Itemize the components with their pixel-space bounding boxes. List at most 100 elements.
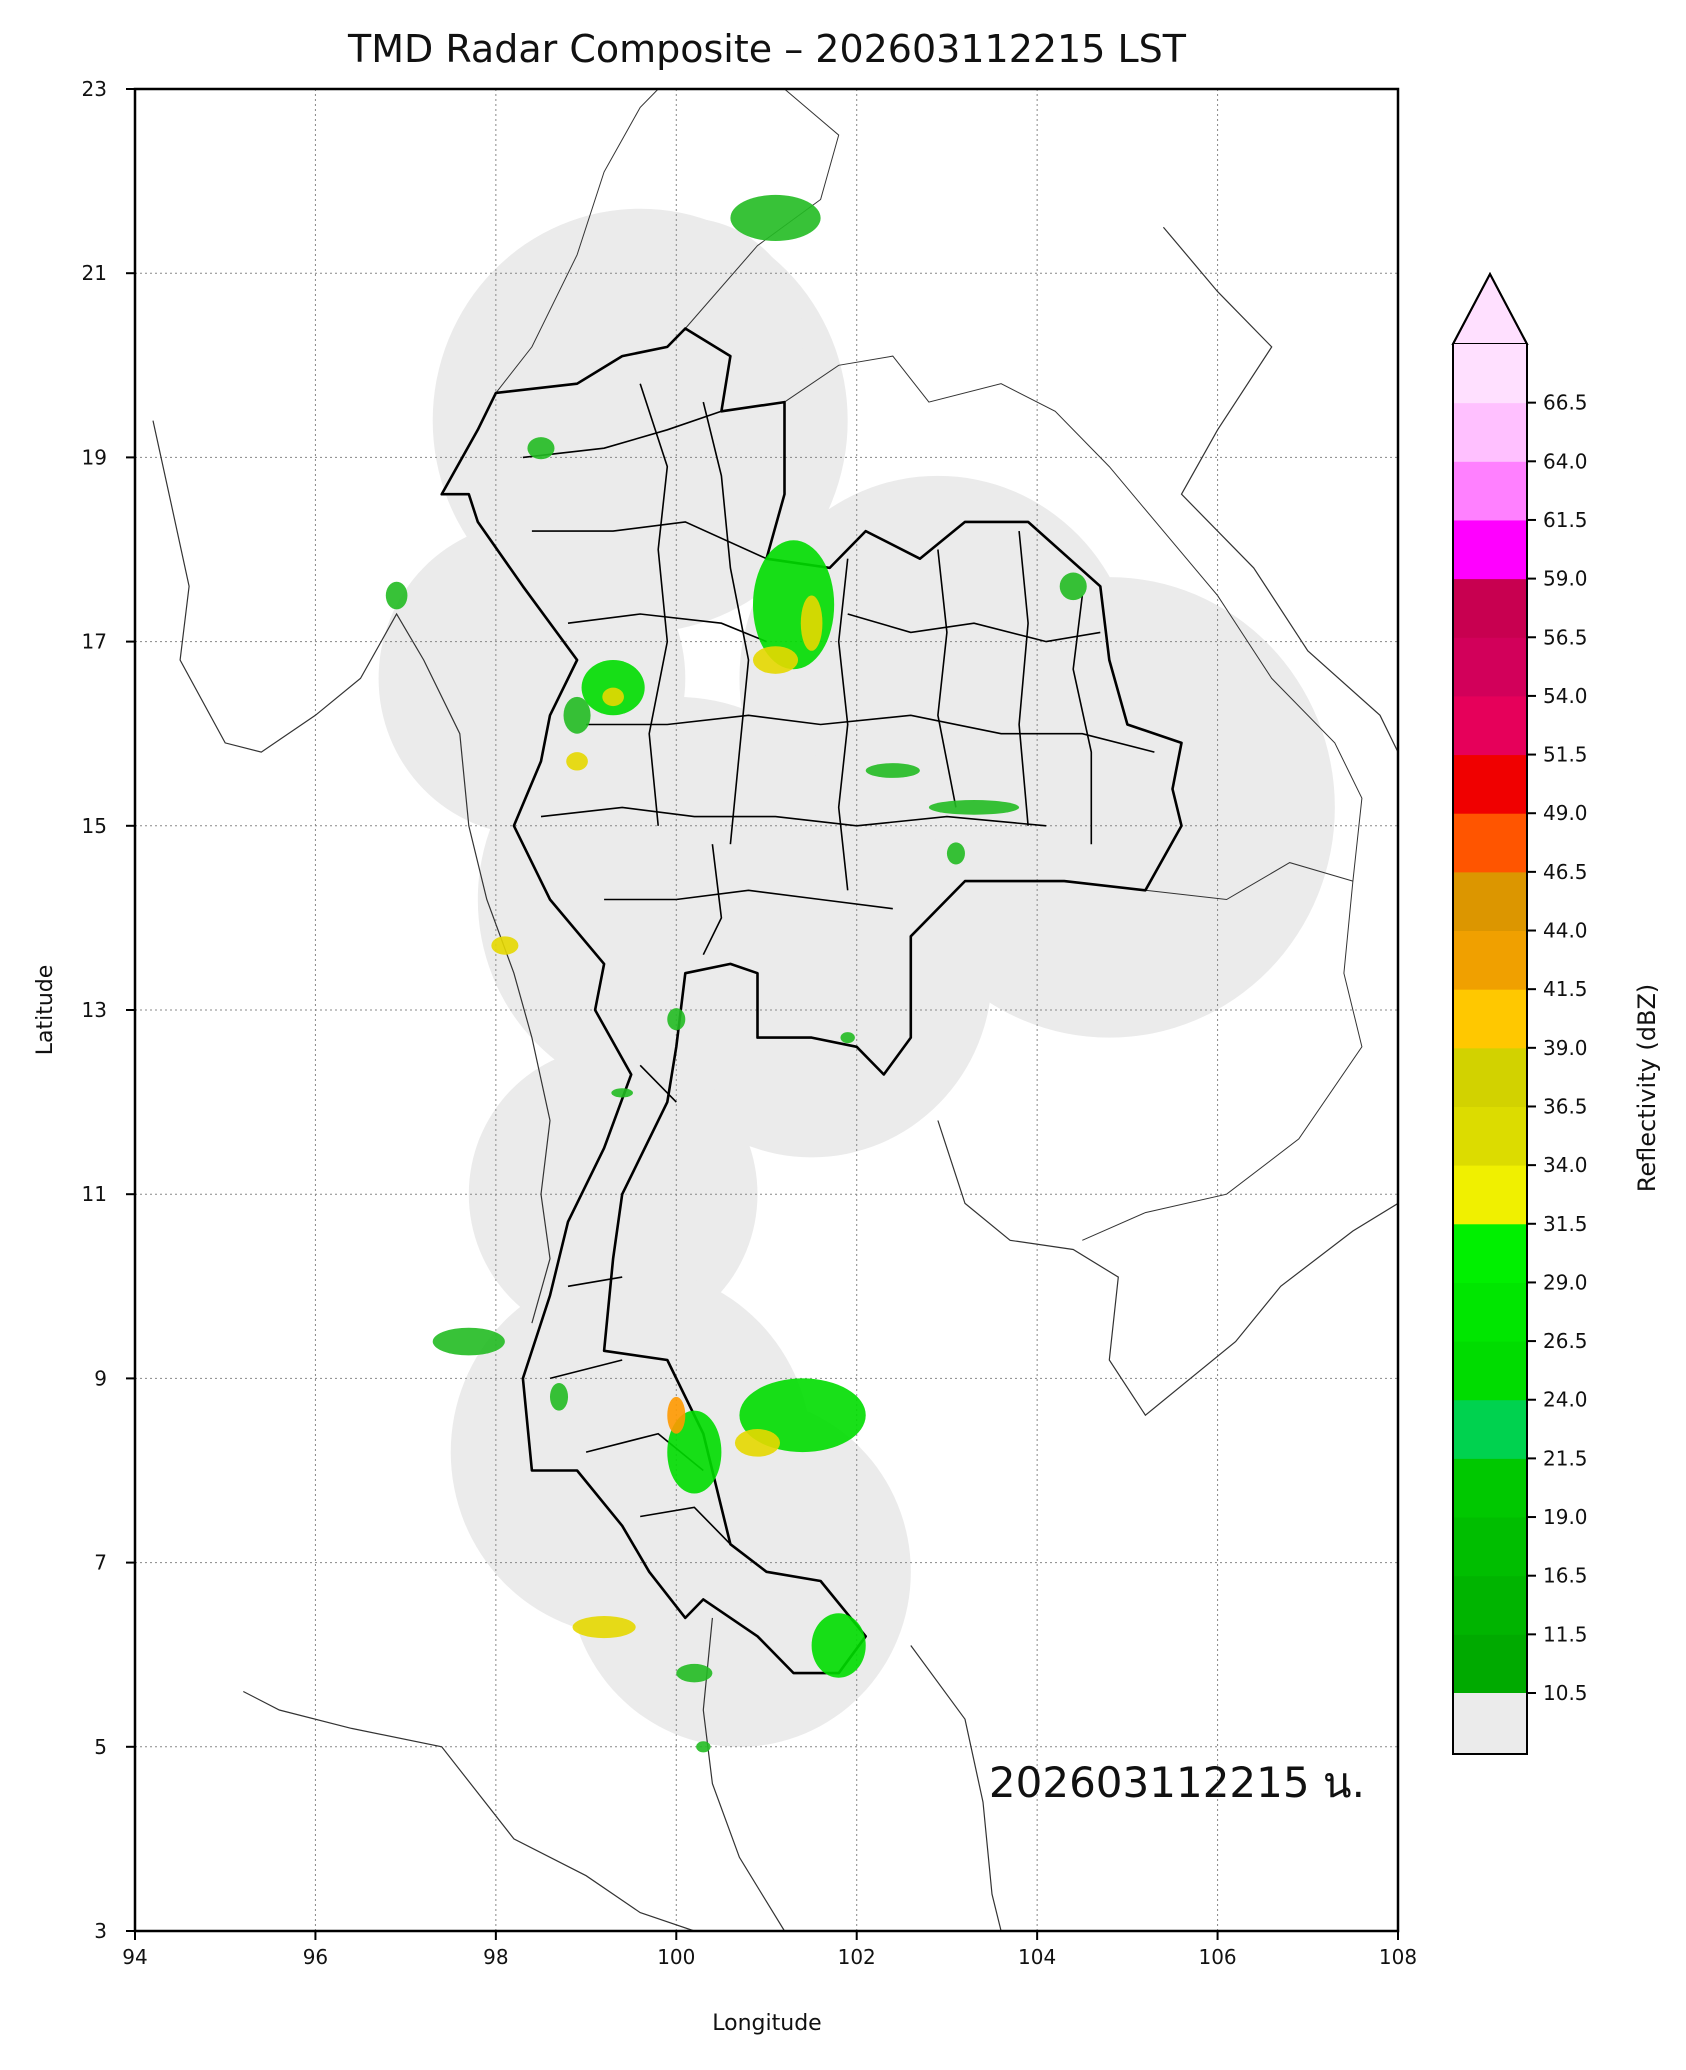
province-boundary-19 [702,844,723,956]
radar-echo-23 [549,1383,569,1411]
indochina-coast-line [1162,226,1398,753]
province-boundary-6 [604,889,893,910]
radar-echo-6 [563,696,591,734]
colorbar-band-8 [1453,1223,1527,1283]
x-tick-label-98: 98 [483,1945,508,1969]
colorbar-over-arrow [1451,271,1529,345]
y-tick-label-9: 9 [94,1366,107,1390]
radar-echo-16 [667,1410,722,1494]
colorbar-tick-label-8: 29.0 [1543,1270,1588,1294]
radar-echo-8 [865,763,920,778]
x-tick-label-106: 106 [1198,1945,1236,1969]
radar-echo-26 [840,1032,855,1044]
colorbar-band-16 [1453,754,1527,814]
y-tick-label-3: 3 [94,1919,107,1943]
colorbar-band-17 [1453,695,1527,756]
radar-echo-18 [734,1429,781,1457]
y-tick-label-17: 17 [82,630,107,654]
colorbar-band-5 [1453,1399,1527,1459]
radar-echo-12 [730,194,821,241]
colorbar-band-9 [1453,1165,1527,1225]
radar-echo-layer [385,194,1087,1753]
y-tick-label-15: 15 [82,814,107,838]
radar-echo-21 [811,1613,866,1678]
colorbar-band-11 [1453,1047,1527,1107]
colorbar-tick-label-15: 46.5 [1543,860,1588,884]
province-boundary-7 [847,613,1101,643]
colorbar-tick-label-7: 26.5 [1543,1329,1588,1353]
colorbar-tick-label-13: 41.5 [1543,977,1588,1001]
colorbar-band-4 [1453,1458,1527,1518]
colorbar-tick-label-1: 10.5 [1543,1681,1588,1705]
province-boundary-5 [540,806,1047,827]
colorbar-tick-label-6: 24.0 [1543,1388,1588,1412]
colorbar-band-21 [1453,461,1527,521]
radar-echo-25 [696,1741,711,1753]
x-tick-label-100: 100 [657,1945,695,1969]
colorbar-band-23 [1453,344,1527,404]
colorbar-tick-label-2: 11.5 [1543,1622,1588,1646]
province-boundary-17 [640,1506,731,1545]
x-tick-label-94: 94 [122,1945,147,1969]
radar-coverage-circle-3 [883,577,1335,1038]
colorbar-title: Reflectivity (dBZ) [1633,984,1661,1193]
y-axis-ticks: 3 5 7 9 11 13 15 17 19 21 23 [82,77,135,1943]
radar-coverage-layer [378,208,1335,1747]
radar-echo-22 [676,1663,713,1683]
colorbar-tick-label-11: 36.5 [1543,1094,1588,1118]
radar-echo-27 [611,1088,633,1098]
colorbar-tick-label-21: 61.5 [1543,508,1588,532]
colorbar-band-19 [1453,578,1527,638]
x-tick-label-108: 108 [1379,1945,1417,1969]
coastline-layer [152,89,1398,1931]
province-boundary-14 [567,1276,623,1288]
sumatra-coast-line [243,1690,695,1931]
colorbar-under-band [1453,1693,1527,1754]
radar-coverage-circle-7 [468,1046,758,1342]
radar-echo-10 [946,842,965,865]
y-tick-label-7: 7 [94,1551,107,1575]
province-boundary-12 [1018,531,1029,826]
colorbar-band-10 [1453,1106,1527,1166]
y-tick-label-13: 13 [82,998,107,1022]
colorbar-ticks: 10.5 11.5 16.5 19.0 21.5 24.0 26.5 29.0 31.5 34.0… [1527,391,1588,1705]
reflectivity-colorbar: 10.5 11.5 16.5 19.0 21.5 24.0 26.5 29.0 31.5 34.0… [1451,271,1661,1755]
colorbar-tick-label-9: 31.5 [1543,1212,1588,1236]
neighbor-border-line-3 [1145,862,1354,901]
figure-title: TMD Radar Composite – 202603112215 LST [347,27,1187,71]
colorbar-band-3 [1453,1517,1527,1577]
radar-coverage-circle-6 [631,788,993,1158]
y-axis-title: Latitude [33,965,58,1056]
radar-echo-17 [667,1396,686,1434]
east-coast-line [910,1645,1002,1931]
colorbar-band-18 [1453,637,1527,697]
radar-echo-20 [572,1616,636,1639]
colorbar-tick-label-16: 49.0 [1543,801,1588,825]
radar-echo-13 [385,581,408,610]
province-boundary-18 [639,1064,677,1103]
colorbar-band-6 [1453,1341,1527,1401]
colorbar-tick-label-10: 34.0 [1543,1153,1588,1177]
province-boundary-4 [586,714,1155,753]
colorbar-tick-label-19: 56.5 [1543,625,1588,649]
neighbor-border-line-2 [784,355,1363,1241]
colorbar-tick-label-3: 16.5 [1543,1564,1588,1588]
radar-echo-3 [752,646,799,674]
colorbar-band-15 [1453,813,1527,873]
colorbar-tick-label-23: 66.5 [1543,391,1588,415]
x-tick-label-96: 96 [303,1945,328,1969]
colorbar-tick-label-18: 54.0 [1543,684,1588,708]
colorbar-band-22 [1453,402,1527,462]
province-boundary-2 [531,521,767,560]
colorbar-band-2 [1453,1575,1527,1635]
radar-echo-14 [491,936,519,955]
x-tick-label-102: 102 [838,1945,876,1969]
map-plot-area [135,89,1398,1931]
y-tick-label-21: 21 [82,261,107,285]
x-tick-label-104: 104 [1018,1945,1056,1969]
radar-echo-28 [667,1008,686,1031]
colorbar-band-1 [1453,1634,1527,1694]
radar-echo-7 [566,752,588,771]
radar-echo-19 [432,1327,505,1356]
